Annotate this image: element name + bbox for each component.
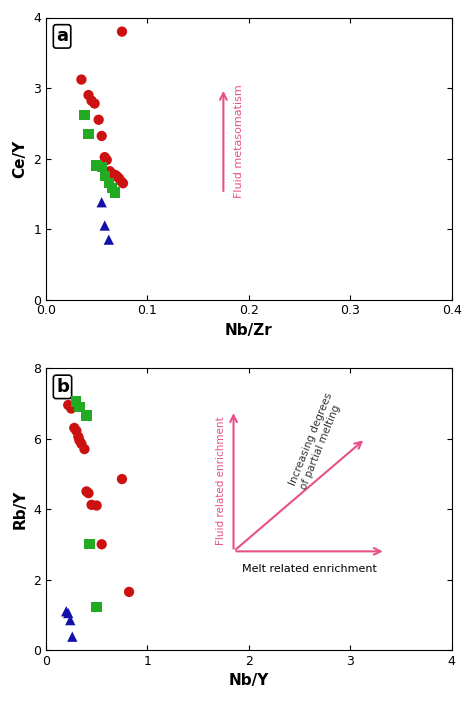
Text: Increasing degrees
of partial melting: Increasing degrees of partial melting [288, 391, 345, 491]
Point [64, 400, 72, 411]
Text: Melt related enrichment: Melt related enrichment [242, 564, 377, 573]
Text: Fluid related enrichment: Fluid related enrichment [217, 416, 227, 545]
Point [93, 160, 100, 171]
Point [101, 220, 109, 231]
Point [85, 488, 92, 499]
Point [71, 422, 78, 433]
Point [119, 177, 127, 189]
Point [68, 631, 76, 642]
Point [115, 172, 123, 184]
Point [105, 234, 113, 245]
Text: b: b [56, 378, 69, 396]
Text: a: a [56, 27, 68, 46]
Point [85, 128, 92, 139]
Point [105, 177, 113, 189]
Point [108, 168, 116, 179]
Point [106, 165, 114, 177]
Point [73, 396, 80, 407]
Point [98, 161, 106, 172]
Point [101, 170, 109, 182]
Point [125, 586, 133, 597]
Y-axis label: Rb/Y: Rb/Y [12, 489, 27, 529]
Point [93, 500, 100, 511]
Point [91, 98, 99, 109]
Point [111, 169, 118, 180]
Point [98, 538, 106, 550]
Point [75, 435, 83, 446]
Point [66, 615, 74, 626]
Y-axis label: Ce/Y: Ce/Y [12, 139, 27, 177]
Text: Fluid metasomatism: Fluid metasomatism [234, 84, 244, 198]
Point [98, 197, 106, 208]
Point [82, 486, 90, 497]
Point [86, 538, 93, 550]
Point [78, 438, 85, 449]
Point [95, 114, 102, 125]
Point [108, 182, 116, 193]
Point [78, 74, 85, 85]
Point [93, 601, 100, 613]
Point [111, 186, 118, 198]
Point [81, 444, 88, 455]
Point [75, 401, 83, 412]
Point [88, 95, 95, 107]
Point [88, 499, 95, 510]
X-axis label: Nb/Y: Nb/Y [228, 674, 269, 688]
Point [101, 151, 109, 163]
Point [74, 431, 82, 442]
Point [64, 608, 72, 619]
Point [85, 90, 92, 101]
Point [118, 473, 126, 484]
Point [113, 170, 121, 182]
Point [103, 154, 110, 165]
X-axis label: Nb/Zr: Nb/Zr [225, 323, 273, 338]
Point [81, 109, 88, 121]
Point [98, 130, 106, 142]
Point [67, 403, 75, 414]
Point [117, 175, 125, 186]
Point [82, 410, 90, 421]
Point [63, 606, 70, 617]
Point [118, 26, 126, 37]
Point [73, 425, 80, 436]
